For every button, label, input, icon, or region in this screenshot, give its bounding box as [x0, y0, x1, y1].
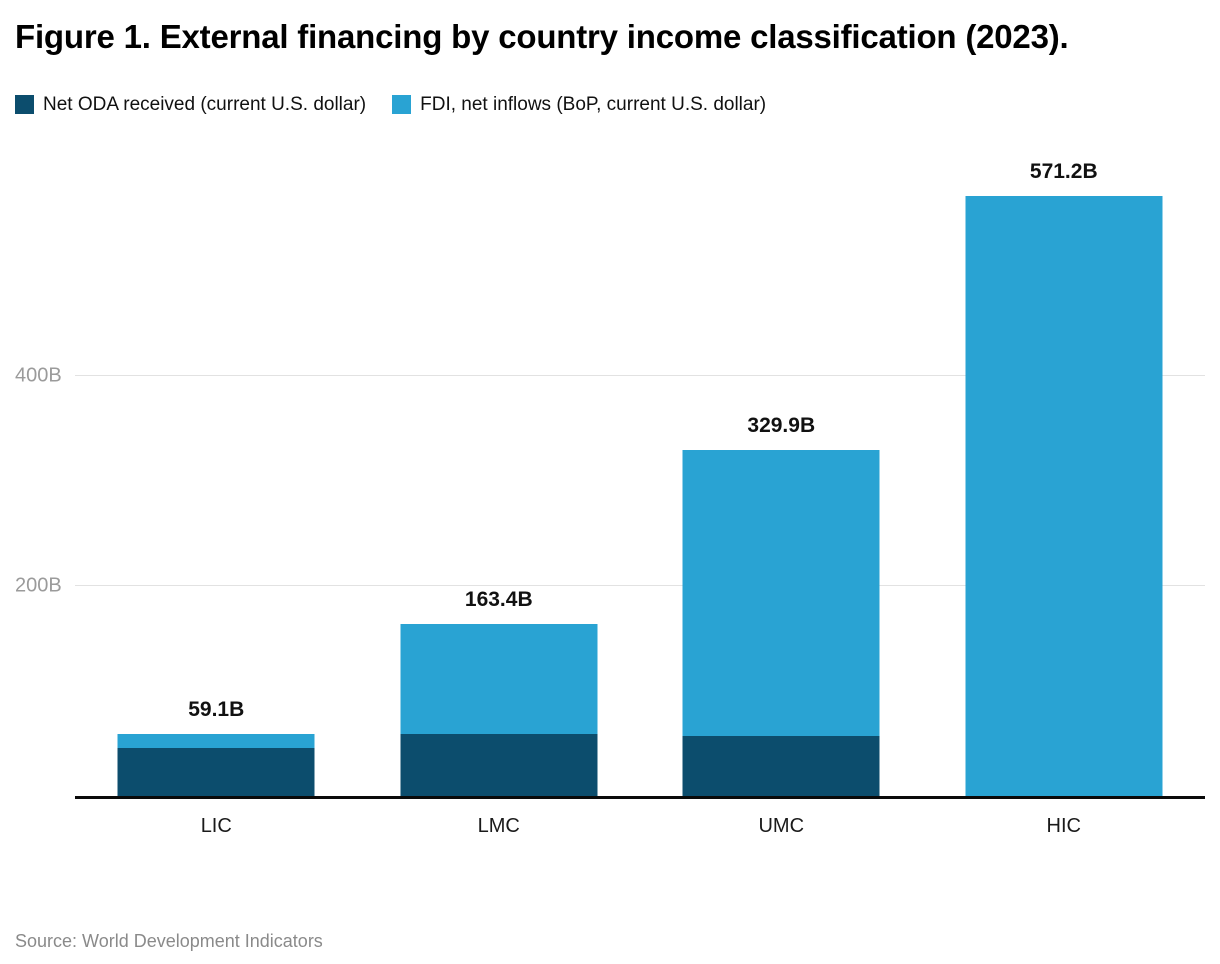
bar-stack-LMC	[400, 624, 598, 796]
value-label-HIC: 571.2B	[1029, 160, 1098, 184]
bar-stack-UMC	[682, 449, 880, 796]
legend-label-fdi: FDI, net inflows (BoP, current U.S. doll…	[420, 93, 767, 115]
chart-area: 200B 400B 59.1B LIC 163.4B LMC 329.9B UMC 571.2B…	[15, 149, 1205, 841]
legend-item-fdi: FDI, net inflows (BoP, current U.S. doll…	[392, 94, 766, 116]
value-label-LIC: 59.1B	[188, 697, 245, 721]
legend-item-oda: Net ODA received (current U.S. dollar)	[15, 94, 366, 116]
category-label-UMC: UMC	[758, 814, 805, 837]
source-note: Source: World Development Indicators	[15, 931, 323, 951]
bar-segment-LIC-oda	[117, 747, 315, 796]
bar-segment-UMC-fdi	[682, 449, 880, 736]
category-label-LMC: LMC	[477, 814, 520, 837]
bar-segment-LMC-fdi	[400, 624, 598, 734]
legend: Net ODA received (current U.S. dollar) F…	[15, 93, 1205, 117]
legend-swatch-fdi	[392, 95, 412, 115]
y-tick-label-200B: 200B	[15, 574, 62, 597]
category-label-LIC: LIC	[200, 814, 232, 837]
category-label-HIC: HIC	[1046, 814, 1081, 837]
y-tick-label-400B: 400B	[15, 364, 62, 387]
value-label-UMC: 329.9B	[747, 413, 816, 437]
bar-segment-LMC-oda	[400, 733, 598, 796]
bar-group-HIC: 571.2B HIC	[923, 149, 1206, 837]
bar-segment-LIC-fdi	[117, 733, 315, 748]
bar-group-UMC: 329.9B UMC	[640, 149, 923, 837]
bar-group-LMC: 163.4B LMC	[358, 149, 641, 837]
bar-stack-HIC	[965, 196, 1163, 796]
bar-segment-UMC-oda	[682, 735, 880, 796]
legend-label-oda: Net ODA received (current U.S. dollar)	[43, 93, 367, 115]
legend-swatch-oda	[15, 95, 34, 115]
value-label-LMC: 163.4B	[464, 588, 533, 612]
chart-title: Figure 1. External financing by country …	[15, 18, 1069, 55]
bar-group-LIC: 59.1B LIC	[75, 149, 358, 837]
bar-segment-HIC-fdi	[965, 196, 1163, 796]
plot-area: 200B 400B 59.1B LIC 163.4B LMC 329.9B UMC 571.2B…	[15, 149, 1206, 837]
gridline-400B	[75, 374, 1205, 376]
gridline-200B	[75, 584, 1205, 586]
bar-stack-LIC	[117, 733, 315, 796]
